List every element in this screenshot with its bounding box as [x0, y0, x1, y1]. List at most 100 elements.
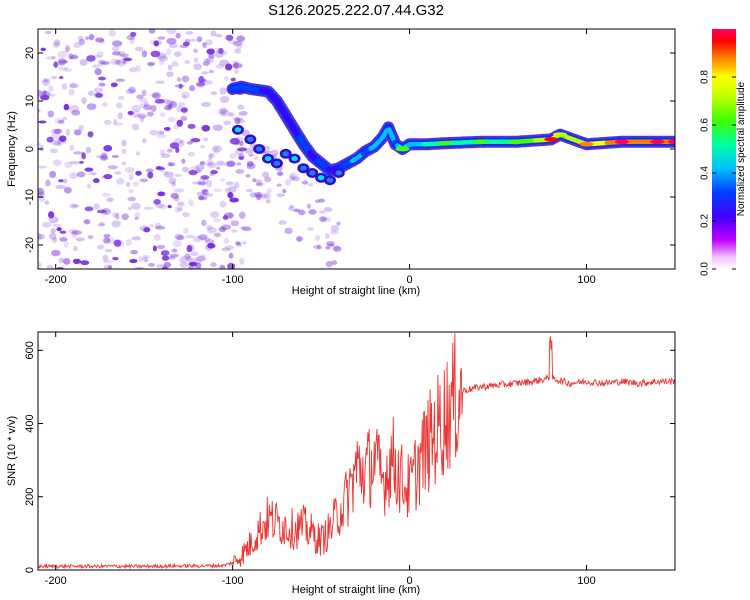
noise-point: [167, 64, 173, 71]
noise-point: [147, 171, 154, 179]
noise-point: [246, 188, 253, 193]
noise-point: [217, 108, 228, 115]
noise-point: [168, 256, 176, 260]
noise-point: [325, 260, 333, 268]
noise-point: [127, 196, 136, 202]
noise-point: [147, 61, 156, 66]
noise-point: [96, 209, 107, 214]
noise-point: [134, 46, 144, 52]
noise-point: [103, 259, 113, 264]
noise-point: [206, 57, 215, 63]
noise-point: [187, 123, 196, 130]
noise-point: [170, 192, 179, 199]
noise-point: [230, 77, 236, 82]
noise-point: [134, 216, 139, 221]
branch-core: [291, 156, 298, 162]
noise-point: [112, 51, 121, 56]
snr-ticks: -200 -100 0 100 0 200 400 600: [24, 332, 675, 587]
noise-point: [176, 235, 185, 241]
noise-point: [197, 178, 205, 185]
noise-point: [179, 256, 188, 264]
noise-point: [102, 254, 109, 262]
colorbar-tick-label: 0.4: [700, 166, 711, 180]
noise-point: [197, 195, 205, 201]
spectrogram-ytick-label: 0: [24, 146, 36, 152]
snr-xtick-label: -100: [222, 575, 244, 587]
colorbar-gradient: [712, 29, 736, 269]
branch-core: [247, 136, 254, 142]
noise-point: [225, 34, 234, 41]
spectrogram-xtick-label: -100: [222, 274, 244, 286]
noise-point: [196, 191, 206, 197]
noise-point: [59, 135, 67, 142]
noise-point: [101, 61, 110, 65]
noise-point: [238, 156, 244, 160]
spectrogram-xtick-label: 0: [407, 274, 413, 286]
noise-point: [123, 57, 133, 62]
noise-point: [75, 237, 85, 242]
noise-point: [264, 176, 272, 183]
noise-point: [210, 91, 218, 96]
noise-point: [326, 240, 335, 247]
noise-point: [160, 153, 171, 159]
noise-point: [139, 102, 146, 108]
noise-point: [197, 181, 207, 186]
noise-point: [38, 233, 43, 241]
noise-point: [62, 116, 67, 121]
noise-point: [160, 250, 170, 257]
noise-point: [330, 230, 339, 235]
noise-point: [46, 264, 54, 269]
noise-point: [186, 244, 193, 253]
noise-point: [276, 171, 284, 176]
noise-point: [278, 171, 283, 177]
noise-point: [104, 248, 113, 253]
noise-point: [52, 41, 60, 49]
branch-core: [264, 156, 272, 162]
noise-point: [64, 161, 73, 169]
noise-point: [178, 83, 183, 89]
noise-point: [130, 249, 139, 255]
noise-point: [53, 128, 63, 134]
noise-point: [219, 200, 227, 208]
noise-point: [93, 92, 102, 98]
snr-xtick-label: 100: [577, 575, 595, 587]
noise-point: [137, 113, 147, 119]
noise-point: [145, 168, 154, 173]
noise-point: [178, 101, 186, 107]
noise-point: [255, 179, 262, 184]
noise-point: [49, 170, 57, 179]
noise-point: [113, 122, 124, 126]
ridge-hotspot: [668, 139, 675, 145]
noise-point: [139, 116, 145, 123]
noise-point: [207, 161, 218, 169]
noise-point: [38, 142, 41, 146]
noise-point: [50, 227, 57, 234]
noise-point: [182, 94, 187, 99]
noise-point: [138, 256, 144, 263]
noise-point: [203, 137, 209, 142]
noise-point: [276, 193, 285, 197]
noise-point: [322, 217, 332, 223]
noise-point: [182, 166, 190, 173]
noise-point: [278, 220, 287, 225]
noise-point: [215, 64, 225, 69]
noise-point: [106, 197, 114, 203]
noise-point: [201, 124, 211, 132]
noise-point: [205, 39, 213, 46]
noise-point: [96, 51, 104, 58]
noise-point: [47, 211, 55, 219]
noise-point: [233, 62, 239, 69]
noise-point: [168, 162, 176, 167]
noise-point: [110, 82, 118, 88]
branch-core: [282, 151, 289, 157]
noise-point: [158, 59, 165, 66]
noise-point: [181, 75, 190, 83]
noise-point: [135, 170, 142, 176]
noise-point: [174, 84, 185, 88]
noise-point: [98, 76, 106, 81]
noise-point: [111, 220, 121, 228]
noise-point: [234, 181, 240, 189]
noise-point: [148, 29, 156, 34]
noise-point: [53, 140, 60, 146]
